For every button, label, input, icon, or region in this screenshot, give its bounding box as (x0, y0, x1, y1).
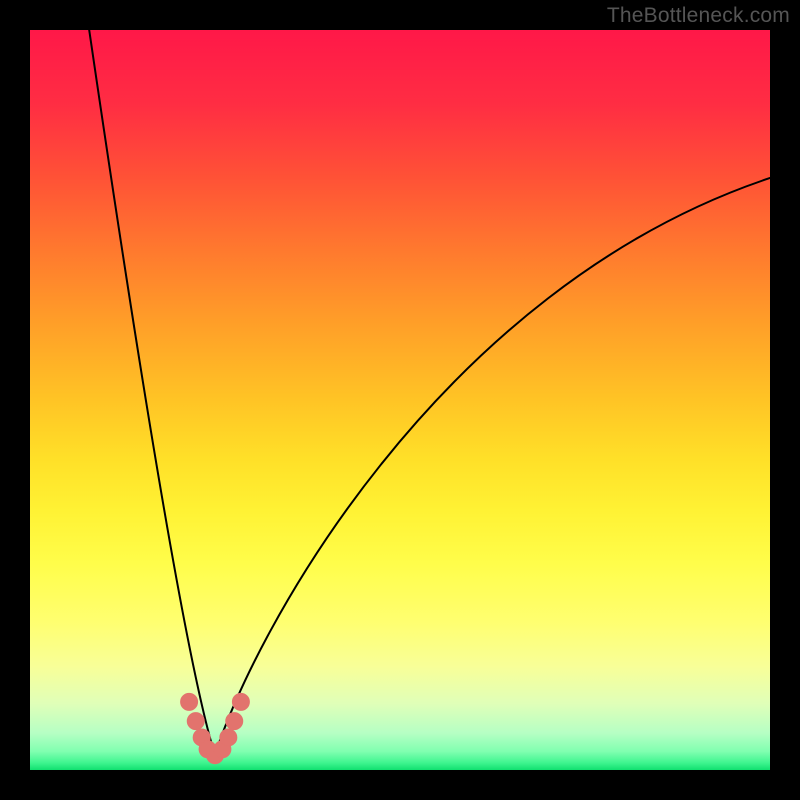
chart-container: TheBottleneck.com (0, 0, 800, 800)
marker-point (232, 693, 249, 710)
curve-overlay (30, 30, 770, 770)
marker-point (220, 729, 237, 746)
bottleneck-curve (89, 30, 770, 755)
marker-point (187, 713, 204, 730)
marker-point (226, 713, 243, 730)
plot-area (30, 30, 770, 770)
watermark-text: TheBottleneck.com (607, 4, 790, 28)
marker-point (181, 693, 198, 710)
